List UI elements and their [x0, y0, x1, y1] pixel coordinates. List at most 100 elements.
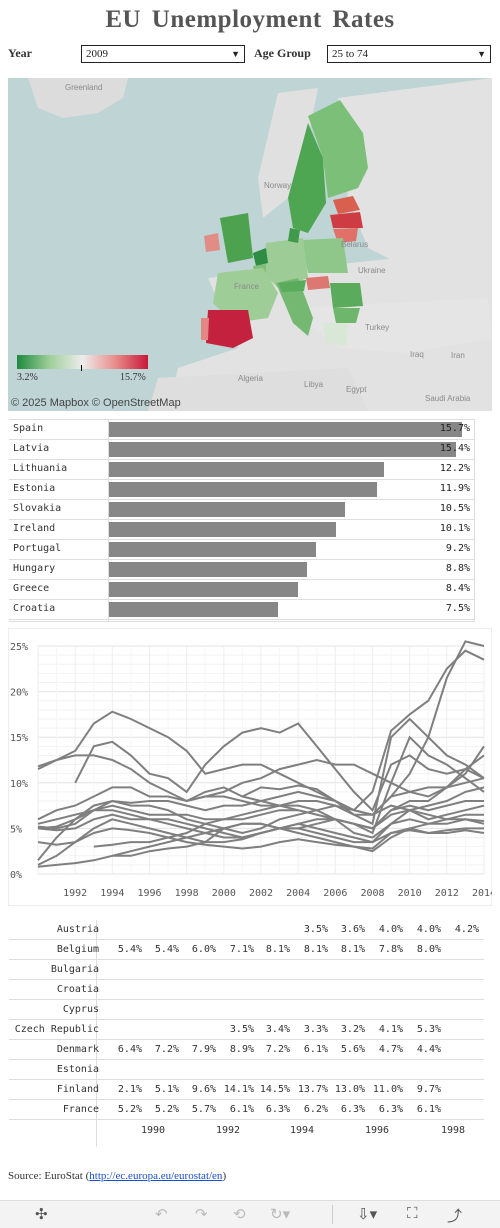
x-tick-label: 1998	[175, 888, 199, 899]
latvia-shape	[330, 212, 363, 228]
bar-mark[interactable]	[109, 522, 337, 537]
bar-country-label: Portugal	[13, 543, 62, 554]
refresh-icon[interactable]: ↻▾	[270, 1206, 291, 1223]
table-cell: 5.2%	[117, 1104, 142, 1115]
table-cell: 6.1%	[303, 1044, 328, 1055]
bar-mark[interactable]	[109, 562, 307, 577]
series-line	[37, 754, 485, 830]
x-tick-label: 2002	[249, 888, 273, 899]
table-cell: 7.2%	[265, 1044, 290, 1055]
series-line	[37, 710, 485, 826]
table-cell: 6.2%	[303, 1104, 328, 1115]
map-label: Iran	[451, 351, 465, 360]
table-cell: 14.5%	[259, 1084, 290, 1095]
table-country-label: France	[62, 1104, 99, 1115]
age-group-filter-label: Age Group	[254, 46, 311, 60]
x-tick-label: 2010	[398, 888, 422, 899]
series-line	[74, 722, 485, 812]
table-cell: 4.1%	[378, 1024, 403, 1035]
portugal-shape	[201, 318, 209, 340]
map-attribution[interactable]: © 2025 Mapbox © OpenStreetMap	[11, 397, 181, 409]
bar-mark[interactable]	[109, 442, 456, 457]
table-cell: 5.6%	[340, 1044, 365, 1055]
table-cell: 3.6%	[340, 924, 365, 935]
age-group-select[interactable]: 25 to 74 ▼	[327, 45, 491, 63]
table-cell: 5.1%	[154, 1084, 179, 1095]
top-countries-bar-chart: Spain 15.7% Latvia 15.4% Lithuania 12.2% Eston…	[9, 419, 475, 622]
table-row: France 5.2% 5.2% 5.7% 6.1% 6.3% 6.2% 6.3% 6.3% 6.…	[9, 1100, 484, 1120]
denmark-shape	[288, 228, 300, 243]
bar-mark[interactable]	[109, 602, 278, 617]
bar-row[interactable]: Lithuania 12.2%	[9, 460, 474, 480]
y-tick-label: 20%	[10, 688, 28, 699]
bar-mark[interactable]	[109, 502, 346, 517]
source-link[interactable]: http://ec.europa.eu/eurostat/en	[89, 1170, 223, 1182]
table-cell: 3.3%	[303, 1024, 328, 1035]
table-country-label: Estonia	[56, 1064, 99, 1075]
chevron-down-icon: ▼	[477, 49, 486, 59]
table-country-label: Cyprus	[62, 1004, 99, 1015]
redo-icon[interactable]: ↷	[195, 1206, 208, 1223]
table-cell: 9.6%	[191, 1084, 216, 1095]
table-cell: 13.0%	[334, 1084, 365, 1095]
share-icon[interactable]: ⤴	[447, 1208, 463, 1225]
fullscreen-icon[interactable]: ⛶	[407, 1205, 418, 1222]
land-africa	[148, 368, 368, 411]
uk-shape	[220, 213, 253, 263]
bar-mark[interactable]	[109, 542, 316, 557]
bar-mark[interactable]	[109, 462, 384, 477]
table-cell: 8.9%	[229, 1044, 254, 1055]
table-country-label: Finland	[56, 1084, 99, 1095]
greece-shape	[323, 323, 348, 346]
x-tick-label: 1996	[137, 888, 161, 899]
tableau-logo-icon[interactable]: ✣	[35, 1206, 48, 1223]
bar-row[interactable]: Hungary 8.8%	[9, 560, 474, 580]
bar-row[interactable]: Ireland 10.1%	[9, 520, 474, 540]
bar-row[interactable]: Latvia 15.4%	[9, 440, 474, 460]
bar-row[interactable]: Estonia 11.9%	[9, 480, 474, 500]
table-cell: 4.2%	[454, 924, 479, 935]
map-canvas	[28, 78, 492, 411]
table-country-label: Czech Republic	[14, 1024, 99, 1035]
bar-mark[interactable]	[109, 482, 377, 497]
table-cell: 7.9%	[191, 1044, 216, 1055]
bulgaria-shape	[333, 308, 360, 323]
legend-min-label: 3.2%	[17, 372, 38, 383]
source-text: Source: EuroStat (	[8, 1170, 90, 1182]
table-cell: 8.1%	[340, 944, 365, 955]
table-row: Denmark 6.4% 7.2% 7.9% 8.9% 7.2% 6.1% 5.6% 4.7% 4…	[9, 1040, 484, 1060]
bar-row[interactable]: Portugal 9.2%	[9, 540, 474, 560]
x-tick-label: 1992	[63, 888, 87, 899]
bar-chart-divider	[108, 420, 109, 621]
bar-row[interactable]: Slovakia 10.5%	[9, 500, 474, 520]
table-cell: 7.2%	[154, 1044, 179, 1055]
choropleth-map[interactable]: Greenland Norway Belarus Ukraine France …	[8, 78, 492, 411]
bar-country-label: Hungary	[13, 563, 56, 574]
undo-icon[interactable]: ↶	[155, 1206, 168, 1223]
series-line	[37, 809, 485, 844]
bar-country-label: Slovakia	[13, 503, 62, 514]
map-label: Greenland	[65, 83, 103, 92]
map-label: Ukraine	[358, 266, 386, 275]
bar-country-label: Latvia	[13, 443, 50, 454]
bar-country-label: Lithuania	[13, 463, 68, 474]
table-year-header: 1994	[290, 1125, 315, 1136]
legend-marker	[81, 365, 82, 371]
download-icon[interactable]: ⇩▾	[357, 1206, 378, 1223]
bar-row[interactable]: Spain 15.7%	[9, 420, 474, 440]
bar-mark[interactable]	[109, 582, 298, 597]
table-cell: 4.7%	[378, 1044, 403, 1055]
bar-row[interactable]: Croatia 7.5%	[9, 600, 474, 620]
bar-row[interactable]: Greece 8.4%	[9, 580, 474, 600]
table-cell: 8.0%	[416, 944, 441, 955]
year-select[interactable]: 2009 ▼	[81, 45, 245, 63]
table-cell: 3.2%	[340, 1024, 365, 1035]
table-cell: 4.0%	[378, 924, 403, 935]
source-note: Source: EuroStat (http://ec.europa.eu/eu…	[8, 1170, 226, 1182]
revert-icon[interactable]: ⟲	[233, 1206, 246, 1223]
bar-mark[interactable]	[109, 422, 463, 437]
table-year-header: 1998	[441, 1125, 466, 1136]
table-cell: 5.7%	[191, 1104, 216, 1115]
table-cell: 6.3%	[340, 1104, 365, 1115]
bar-value-label: 15.4%	[439, 443, 470, 454]
